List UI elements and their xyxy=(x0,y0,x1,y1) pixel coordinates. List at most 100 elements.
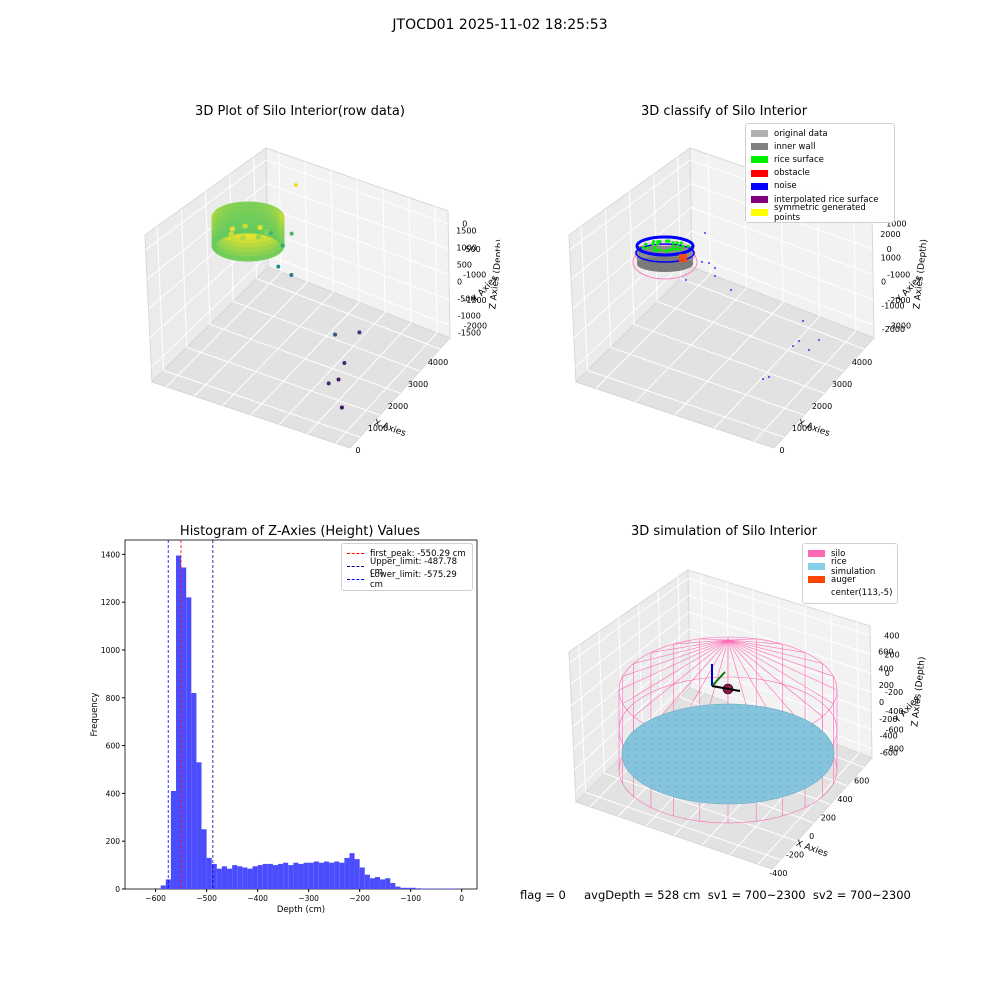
p2-ztick: 0 xyxy=(887,245,892,254)
p2-rice-point xyxy=(676,244,680,248)
p4-rice-point xyxy=(787,767,789,769)
p3-legend-line xyxy=(347,553,364,555)
p4-rice-point xyxy=(667,737,669,739)
p4-rice-point xyxy=(755,719,757,721)
p4-rice-point xyxy=(715,743,717,745)
p2-legend-swatch xyxy=(751,143,768,151)
p4-rice-point xyxy=(739,791,741,793)
p3-xtick-label: −600 xyxy=(145,894,166,903)
p4-axis-arrow-x xyxy=(711,685,741,692)
p1-grid-y xyxy=(222,170,334,406)
p2-noise-ring xyxy=(635,235,695,257)
p4-rice-point xyxy=(803,749,805,751)
p4-rice-point xyxy=(683,737,685,739)
p1-cloud-point xyxy=(279,232,285,238)
p4-rice-point xyxy=(731,737,733,739)
p4-rice-point xyxy=(747,755,749,757)
p2-grid-y xyxy=(753,204,857,442)
p4-rice-point xyxy=(643,773,645,775)
p4-rice-point xyxy=(707,719,709,721)
p4-rice-point xyxy=(811,755,813,757)
p2-grid-z xyxy=(572,206,874,309)
p4-rice-point xyxy=(667,767,669,769)
p2-gridlines xyxy=(569,154,874,442)
p1-outlier-point xyxy=(333,332,338,337)
p2-legend-item: symmetric generated points xyxy=(751,203,889,223)
p4-rice-point xyxy=(715,749,717,751)
p4-silo-roof-line xyxy=(727,639,834,704)
p4-rice-point xyxy=(675,749,677,751)
p4-rice-point xyxy=(763,725,765,727)
p2-rice-point xyxy=(652,248,656,252)
p4-rice-point xyxy=(731,761,733,763)
p4-rice-point xyxy=(811,731,813,733)
p4-rice-point xyxy=(699,731,701,733)
p4-rice-point xyxy=(763,755,765,757)
p4-rice-point xyxy=(659,773,661,775)
p1-cloud-point xyxy=(257,225,263,230)
p3-bar xyxy=(415,888,421,889)
p2-ztick: -1000 xyxy=(887,271,910,280)
p3-bar xyxy=(369,878,375,889)
p4-rice-point xyxy=(635,737,637,739)
p4-rice-point xyxy=(707,773,709,775)
p4-rice-point xyxy=(755,749,757,751)
p4-rice-point xyxy=(795,731,797,733)
p4-rice-point xyxy=(779,779,781,781)
p4-rice-point xyxy=(723,767,725,769)
p4-rice-point xyxy=(803,725,805,727)
p4-rice-point xyxy=(779,791,781,793)
panel2-plot: 01000200030004000-2000-1000010002000-300… xyxy=(568,147,930,455)
p4-rice-point xyxy=(699,767,701,769)
p4-rice-point xyxy=(683,797,685,799)
p4-rice-point xyxy=(795,761,797,763)
p2-grid-x xyxy=(604,208,805,416)
p4-rice-point xyxy=(755,791,757,793)
p4-rice-point xyxy=(779,731,781,733)
p2-legend-item: rice surface xyxy=(751,153,889,166)
p4-rice-point xyxy=(715,755,717,757)
p1-xtick: 4000 xyxy=(428,358,448,367)
p4-rice-point xyxy=(683,761,685,763)
p2-ytick: 0 xyxy=(881,278,886,287)
p3-bar xyxy=(216,868,222,889)
p4-rice-point xyxy=(699,791,701,793)
p4-rice-point xyxy=(635,755,637,757)
p4-rice-point xyxy=(659,731,661,733)
p2-rice-point xyxy=(644,242,648,246)
p4-ztick: 400 xyxy=(884,631,899,640)
p1-cloud-point xyxy=(240,235,245,241)
p4-rice-point xyxy=(675,767,677,769)
p3-bar xyxy=(313,861,319,889)
p2-rice-point xyxy=(675,247,679,251)
p1-outlier-point xyxy=(289,273,294,277)
p4-ytick: 600 xyxy=(878,647,893,656)
p3-bar xyxy=(380,879,386,889)
p2-noise-point xyxy=(802,320,804,322)
p4-grid-z xyxy=(571,611,871,706)
p4-rice-point xyxy=(707,731,709,733)
panel3-legend: first_peak: -550.29 cm Upper_limit: -487.… xyxy=(341,543,473,591)
p2-legend-item: original data xyxy=(751,127,889,140)
p3-bar xyxy=(364,874,370,889)
p3-xtick-label: −100 xyxy=(400,894,421,903)
p3-bar xyxy=(237,866,243,889)
panel2-legend: original data inner wall rice surface obsta… xyxy=(745,123,895,224)
p4-rice-point xyxy=(779,725,781,727)
p4-rice-point xyxy=(771,743,773,745)
p4-rice-point xyxy=(747,773,749,775)
p4-rice-point xyxy=(763,713,765,715)
p4-rice-point xyxy=(707,761,709,763)
p4-rice-point xyxy=(771,785,773,787)
p1-grid-x xyxy=(205,191,401,394)
p2-xtick: 2000 xyxy=(812,402,832,411)
p4-rice-point xyxy=(771,713,773,715)
p4-rice-point xyxy=(699,773,701,775)
p1-grid-z xyxy=(145,159,449,251)
p4-rice-point xyxy=(747,743,749,745)
p4-rice-point xyxy=(795,755,797,757)
p3-bar xyxy=(201,829,207,889)
p4-rice-point xyxy=(651,773,653,775)
p3-ytick-label: 0 xyxy=(115,885,120,894)
p3-bar xyxy=(334,861,340,889)
